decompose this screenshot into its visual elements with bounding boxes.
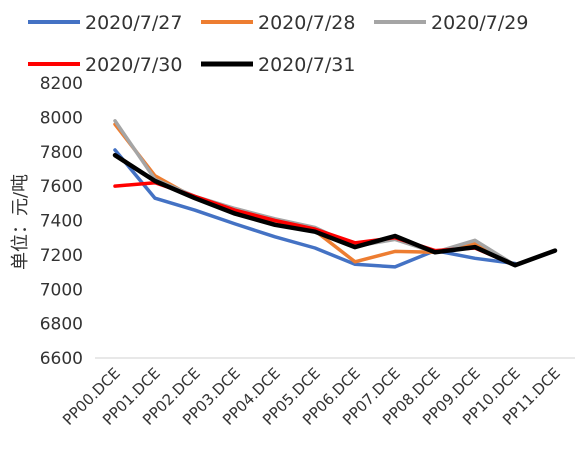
legend-label: 2020/7/27 <box>85 12 182 34</box>
series-line-2020-7-27 <box>113 148 517 269</box>
x-axis-ticks: PP00.DCEPP01.DCEPP02.DCEPP03.DCEPP04.DCE… <box>59 364 564 429</box>
y-tick-label: 7000 <box>40 280 83 300</box>
legend-label: 2020/7/30 <box>85 54 182 76</box>
legend-item: 2020/7/30 <box>28 54 182 76</box>
legend-label: 2020/7/28 <box>258 12 355 34</box>
series-lines <box>112 119 558 269</box>
y-tick-label: 7800 <box>40 143 83 163</box>
y-tick-label: 8200 <box>40 74 83 94</box>
legend: 2020/7/27 2020/7/28 2020/7/29 2020/7/30 2020… <box>28 12 528 76</box>
series-line-2020-7-28 <box>113 122 517 267</box>
y-axis-label: 单位：元/吨 <box>10 174 31 270</box>
legend-label: 2020/7/29 <box>431 12 528 34</box>
y-tick-label: 7200 <box>40 246 83 266</box>
series-line-2020-7-29 <box>113 119 517 267</box>
y-tick-label: 6800 <box>40 315 83 335</box>
legend-item: 2020/7/29 <box>374 12 528 34</box>
legend-item: 2020/7/31 <box>201 54 355 76</box>
y-tick-label: 8000 <box>40 108 83 128</box>
y-tick-label: 7400 <box>40 212 83 232</box>
legend-item: 2020/7/27 <box>28 12 182 34</box>
y-tick-label: 6600 <box>40 349 83 369</box>
legend-label: 2020/7/31 <box>258 54 355 76</box>
series-line-2020-7-31 <box>112 152 558 268</box>
y-axis-ticks: 6600 6800 7000 7200 7400 7600 7800 8000 8200 <box>40 74 83 369</box>
y-tick-label: 7600 <box>40 177 83 197</box>
legend-item: 2020/7/28 <box>201 12 355 34</box>
